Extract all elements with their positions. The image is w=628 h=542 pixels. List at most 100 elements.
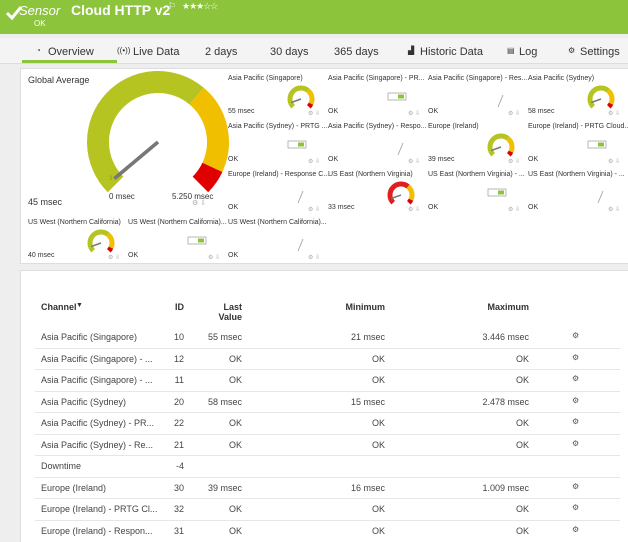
tab[interactable]: Log (519, 46, 538, 58)
header-bar: Sensor Cloud HTTP v2 ⚐ ★★★☆☆ OK (0, 0, 628, 34)
tile-icons[interactable]: ⚙ ⇩ (308, 159, 321, 165)
channel-name[interactable]: Asia Pacific (Singapore) - ... (41, 353, 153, 364)
channel-settings-icon[interactable]: ⚙ (572, 395, 580, 405)
sensor-tile: US West (Northern California)... OK ⚙ ⇩ (228, 217, 327, 263)
channel-name[interactable]: Downtime (41, 461, 82, 471)
channel-settings-icon[interactable]: ⚙ (572, 417, 580, 426)
gauge-arc (306, 88, 315, 105)
tile-icons[interactable]: ⚙ ⇩ (508, 207, 521, 213)
gauge-arc (587, 85, 610, 109)
tile-label: Asia Pacific (Singapore) - PR... (328, 75, 425, 82)
tile-icons[interactable]: ⚙ ⇩ (408, 207, 421, 213)
channel-name[interactable]: Asia Pacific (Sydney) (41, 396, 127, 407)
mini-line (497, 94, 504, 108)
tile-value: OK (428, 108, 439, 115)
tile-icons[interactable]: ⚙ ⇩ (108, 255, 121, 261)
channel-name[interactable]: Europe (Ireland) (41, 482, 107, 493)
channel-settings-icon[interactable]: ⚙ (572, 503, 580, 512)
tile-icons[interactable]: ⚙ ⇩ (508, 111, 521, 117)
sensor-tile: Asia Pacific (Sydney) 58 msec ⚙ ⇩ (528, 73, 626, 119)
tile-icons[interactable]: ⚙ ⇩ (308, 111, 321, 117)
cell: 32 (173, 504, 184, 514)
cell: OK (228, 375, 242, 385)
column-header[interactable]: Minimum (345, 302, 386, 312)
tab-icon[interactable]: ▤ (507, 46, 515, 55)
gauge-title: Global Average (28, 75, 90, 85)
row-divider (35, 476, 620, 478)
tile-value: 58 msec (528, 108, 555, 115)
tile-label: Asia Pacific (Singapore) (228, 75, 303, 82)
tab[interactable]: Live Data (133, 46, 180, 58)
tile-icons[interactable]: ⚙ ⇩ (308, 207, 321, 213)
tile-icons[interactable]: ⚙ ⇩ (608, 111, 621, 117)
column-header[interactable]: Maximum (487, 302, 529, 312)
tab-icon[interactable]: ▟ (408, 46, 415, 55)
tab-icon[interactable]: ((•)) (117, 46, 131, 55)
cell: OK (228, 525, 242, 536)
gauge-arc (189, 87, 229, 172)
column-header[interactable]: Channel (41, 302, 77, 312)
tile-label: Europe (Ireland) - Response C... (228, 171, 330, 178)
gauge-max: 5.250 msec (172, 192, 214, 201)
channel-settings-icon[interactable]: ⚙ (572, 481, 580, 491)
flag-icon[interactable]: ⚐ (168, 1, 177, 11)
channel-name[interactable]: Asia Pacific (Singapore) (41, 332, 138, 342)
channel-settings-icon[interactable]: ⚙ (572, 374, 580, 383)
tile-value: OK (228, 204, 239, 211)
gauge-value: 45 msec (28, 197, 63, 207)
tile-icons[interactable]: ⚙ ⇩ (508, 159, 521, 165)
cell: 30 (173, 482, 184, 493)
cell: OK (515, 525, 529, 536)
cell: 12 (173, 353, 184, 364)
channel-name[interactable]: Europe (Ireland) - Respon... (41, 525, 153, 536)
channel-settings-icon[interactable]: ⚙ (572, 331, 580, 340)
cell: OK (515, 375, 529, 385)
tile-value: 39 msec (428, 156, 455, 163)
tile-icons[interactable]: ⚙ ⇩ (608, 159, 621, 165)
mini-line (297, 190, 304, 204)
channel-name[interactable]: Europe (Ireland) - PRTG Cl... (41, 504, 158, 514)
stars[interactable]: ★★★☆☆ (182, 1, 218, 11)
tab-icon[interactable]: ⚙ (568, 46, 576, 55)
cell: 16 msec (350, 482, 385, 493)
tab-icon[interactable]: ◔ (36, 46, 41, 55)
row-divider (35, 498, 620, 499)
tab[interactable]: Historic Data (420, 46, 483, 58)
tile-icons[interactable]: ⚙ ⇩ (208, 255, 221, 261)
tab[interactable]: 2 days (205, 46, 238, 58)
sort-icon[interactable]: ▼ (76, 302, 83, 309)
tile-value: OK (328, 108, 339, 115)
tile-icons[interactable]: ⚙ ⇩ (192, 200, 207, 207)
column-header[interactable]: ID (175, 302, 184, 312)
tile-value: 33 msec (328, 204, 355, 211)
tile-label: Europe (Ireland) - PRTG Cloud... (528, 123, 628, 130)
tab[interactable]: 365 days (334, 46, 379, 58)
channel-settings-icon[interactable]: ⚙ (572, 524, 580, 534)
tile-value: 40 msec (28, 252, 55, 259)
sensor-tile: US East (Northern Virginia) - ... OK ⚙ ⇩ (528, 169, 626, 215)
toggle-fill (498, 190, 504, 195)
cell: OK (371, 375, 385, 385)
gauge-arc (306, 102, 314, 109)
channel-settings-icon[interactable]: ⚙ (572, 352, 580, 362)
channel-name[interactable]: Asia Pacific (Sydney) - Re... (41, 439, 154, 450)
tile-icons[interactable]: ⚙ ⇩ (408, 111, 421, 117)
header-title: Cloud HTTP v2 (71, 2, 171, 18)
channel-name[interactable]: Asia Pacific (Singapore) - ... (41, 375, 153, 385)
mini-line (297, 238, 304, 252)
column-header[interactable]: Last Value (218, 302, 242, 322)
row-divider (35, 455, 620, 456)
cell: 1.009 msec (482, 482, 529, 493)
channel-name[interactable]: Asia Pacific (Sydney) - PR... (41, 418, 155, 428)
tab[interactable]: 30 days (270, 46, 309, 58)
tab[interactable]: Overview (48, 46, 94, 58)
tile-icons[interactable]: ⚙ ⇩ (408, 159, 421, 165)
tab[interactable]: Settings (580, 46, 620, 58)
sensor-tile: Asia Pacific (Sydney) - Respo... OK ⚙ ⇩ (328, 121, 426, 167)
toggle-fill (598, 142, 604, 147)
tile-icons[interactable]: ⚙ ⇩ (608, 207, 621, 213)
tile-icons[interactable]: ⚙ ⇩ (308, 255, 321, 261)
sensor-tile: Europe (Ireland) - Response C... OK ⚙ ⇩ (228, 169, 330, 215)
channel-settings-icon[interactable]: ⚙ (572, 438, 580, 448)
sensor-tile: Asia Pacific (Singapore) - Res... OK ⚙ ⇩ (428, 73, 527, 119)
